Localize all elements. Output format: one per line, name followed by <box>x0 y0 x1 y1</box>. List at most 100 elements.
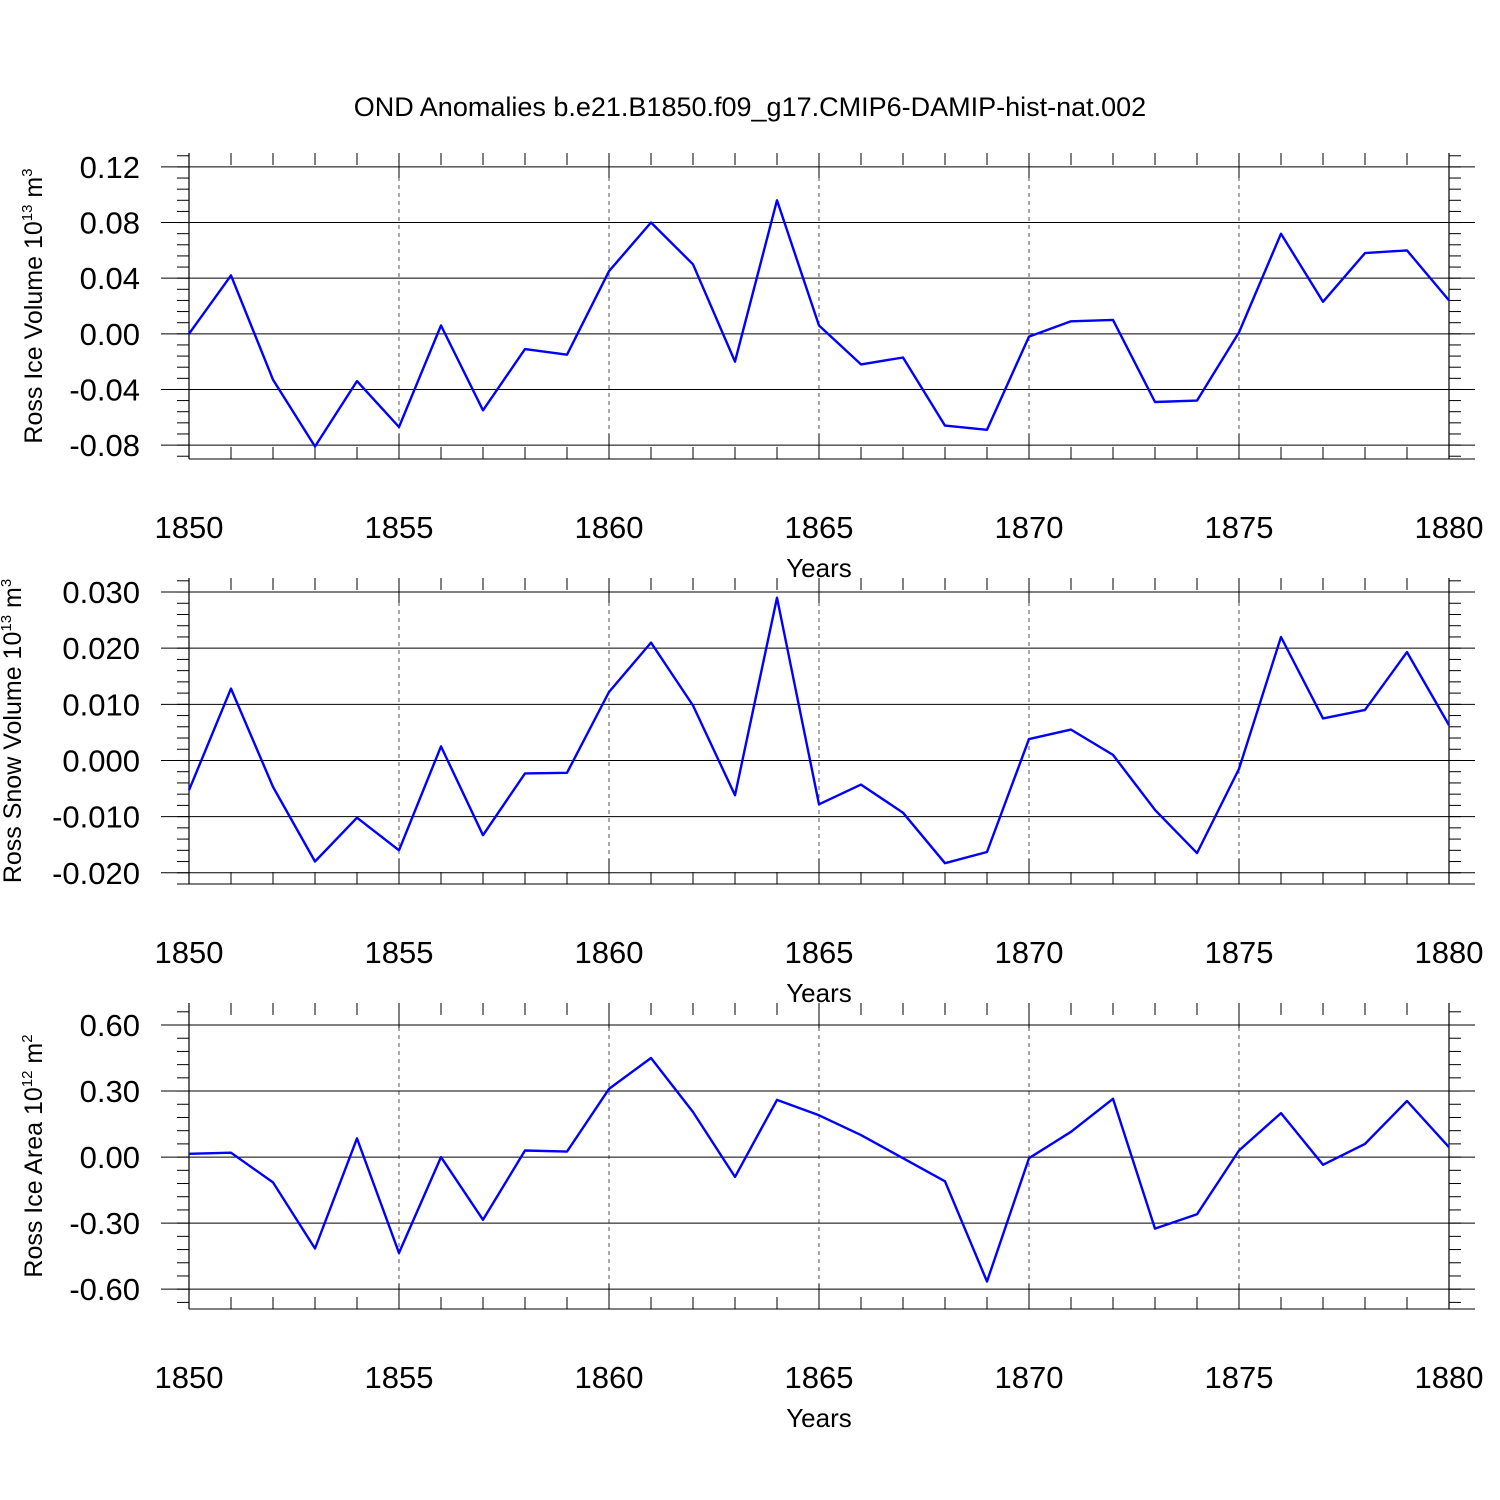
data-point <box>1237 330 1241 334</box>
data-point <box>943 861 947 865</box>
y-tick-label: 0.00 <box>80 1140 140 1175</box>
data-point <box>1279 635 1283 639</box>
data-point <box>1279 1111 1283 1115</box>
data-point <box>1111 1097 1115 1101</box>
data-point <box>355 379 359 383</box>
y-tick-label: 0.000 <box>62 743 140 778</box>
data-point <box>439 323 443 327</box>
y-label-text: m <box>0 587 27 615</box>
x-tick-label: 1870 <box>995 510 1064 545</box>
data-point <box>271 785 275 789</box>
data-point <box>943 1179 947 1183</box>
data-point <box>565 771 569 775</box>
data-point <box>859 362 863 366</box>
data-point <box>1195 851 1199 855</box>
y-label-text: m <box>20 177 48 205</box>
data-point <box>1069 319 1073 323</box>
data-point <box>1321 716 1325 720</box>
data-point <box>1027 1156 1031 1160</box>
x-tick-label: 1870 <box>995 935 1064 970</box>
data-point <box>1111 753 1115 757</box>
data-point <box>187 1152 191 1156</box>
y-axis-label: Ross Ice Area 1012 m2 <box>19 1034 48 1277</box>
data-point <box>775 198 779 202</box>
y-tick-label: -0.30 <box>69 1206 140 1241</box>
data-point <box>229 1151 233 1155</box>
data-point <box>565 353 569 357</box>
y-tick-label: 0.30 <box>80 1074 140 1109</box>
data-point <box>523 347 527 351</box>
data-point <box>1321 1163 1325 1167</box>
x-tick-label: 1875 <box>1205 510 1274 545</box>
data-point <box>481 408 485 412</box>
x-tick-label: 1850 <box>155 1360 224 1395</box>
data-point <box>313 444 317 448</box>
y-tick-label: -0.010 <box>52 800 140 835</box>
y-tick-label: -0.60 <box>69 1272 140 1307</box>
y-label-text: Ross Ice Area 10 <box>20 1087 48 1277</box>
data-point <box>775 596 779 600</box>
x-axis-label: Years <box>786 1403 852 1433</box>
data-point <box>691 262 695 266</box>
data-point <box>985 850 989 854</box>
data-point <box>1447 723 1451 727</box>
series-line <box>187 596 1451 865</box>
y-tick-label: 0.010 <box>62 687 140 722</box>
data-point <box>943 424 947 428</box>
x-tick-label: 1860 <box>575 935 644 970</box>
data-point <box>985 1279 989 1283</box>
data-point <box>733 793 737 797</box>
y-axis-label: Ross Snow Volume 1013 m3 <box>0 579 27 883</box>
y-label-superscript: 13 <box>19 205 36 222</box>
data-point <box>1447 298 1451 302</box>
x-tick-label: 1865 <box>785 510 854 545</box>
data-point <box>313 860 317 864</box>
data-point <box>397 848 401 852</box>
y-label-superscript: 2 <box>19 1034 36 1042</box>
x-tick-label: 1880 <box>1415 935 1484 970</box>
data-point <box>439 1155 443 1159</box>
series-line <box>188 199 1450 448</box>
data-point <box>649 1056 653 1060</box>
data-point <box>691 1110 695 1114</box>
y-label-text: Ross Ice Volume 10 <box>20 221 48 443</box>
x-tick-label: 1880 <box>1415 510 1484 545</box>
data-point <box>355 1136 359 1140</box>
data-point <box>1069 1130 1073 1134</box>
y-label-superscript: 3 <box>0 579 15 587</box>
data-point <box>817 802 821 806</box>
y-label-text: m <box>20 1043 48 1071</box>
data-point <box>1027 737 1031 741</box>
data-point <box>1195 1212 1199 1216</box>
data-point <box>901 811 905 815</box>
data-point <box>985 428 989 432</box>
y-label-text: Ross Snow Volume 10 <box>0 632 27 884</box>
y-axis-label: Ross Ice Volume 1013 m3 <box>19 168 48 443</box>
data-point <box>523 771 527 775</box>
chart-panel-2: 0.030 0.020 0.010 0.000 -0.010 -0.020 1850 1855… <box>0 575 1483 1008</box>
data-point <box>1027 335 1031 339</box>
y-tick-label: -0.04 <box>69 372 140 407</box>
data-point <box>355 816 359 820</box>
series-line <box>188 1056 1450 1283</box>
y-tick-label: 0.60 <box>80 1008 140 1043</box>
data-point <box>775 1098 779 1102</box>
data-point <box>607 690 611 694</box>
data-point <box>817 1113 821 1117</box>
x-tick-label: 1855 <box>365 1360 434 1395</box>
y-tick-label: -0.020 <box>52 856 140 891</box>
data-point <box>1363 1142 1367 1146</box>
chart-title: OND Anomalies b.e21.B1850.f09_g17.CMIP6-… <box>354 92 1146 122</box>
data-point <box>481 1218 485 1222</box>
x-tick-label: 1865 <box>785 935 854 970</box>
data-point <box>733 360 737 364</box>
data-point <box>733 1175 737 1179</box>
data-point <box>859 783 863 787</box>
data-point <box>1153 1227 1157 1231</box>
x-tick-label: 1870 <box>995 1360 1064 1395</box>
chart-panel-1: 0.12 0.08 0.04 0.00 -0.04 -0.08 1850 1855 1860 18… <box>19 150 1483 583</box>
data-point <box>649 641 653 645</box>
y-tick-label: 0.020 <box>62 631 140 666</box>
y-label-superscript: 12 <box>19 1071 36 1088</box>
data-point <box>1069 728 1073 732</box>
